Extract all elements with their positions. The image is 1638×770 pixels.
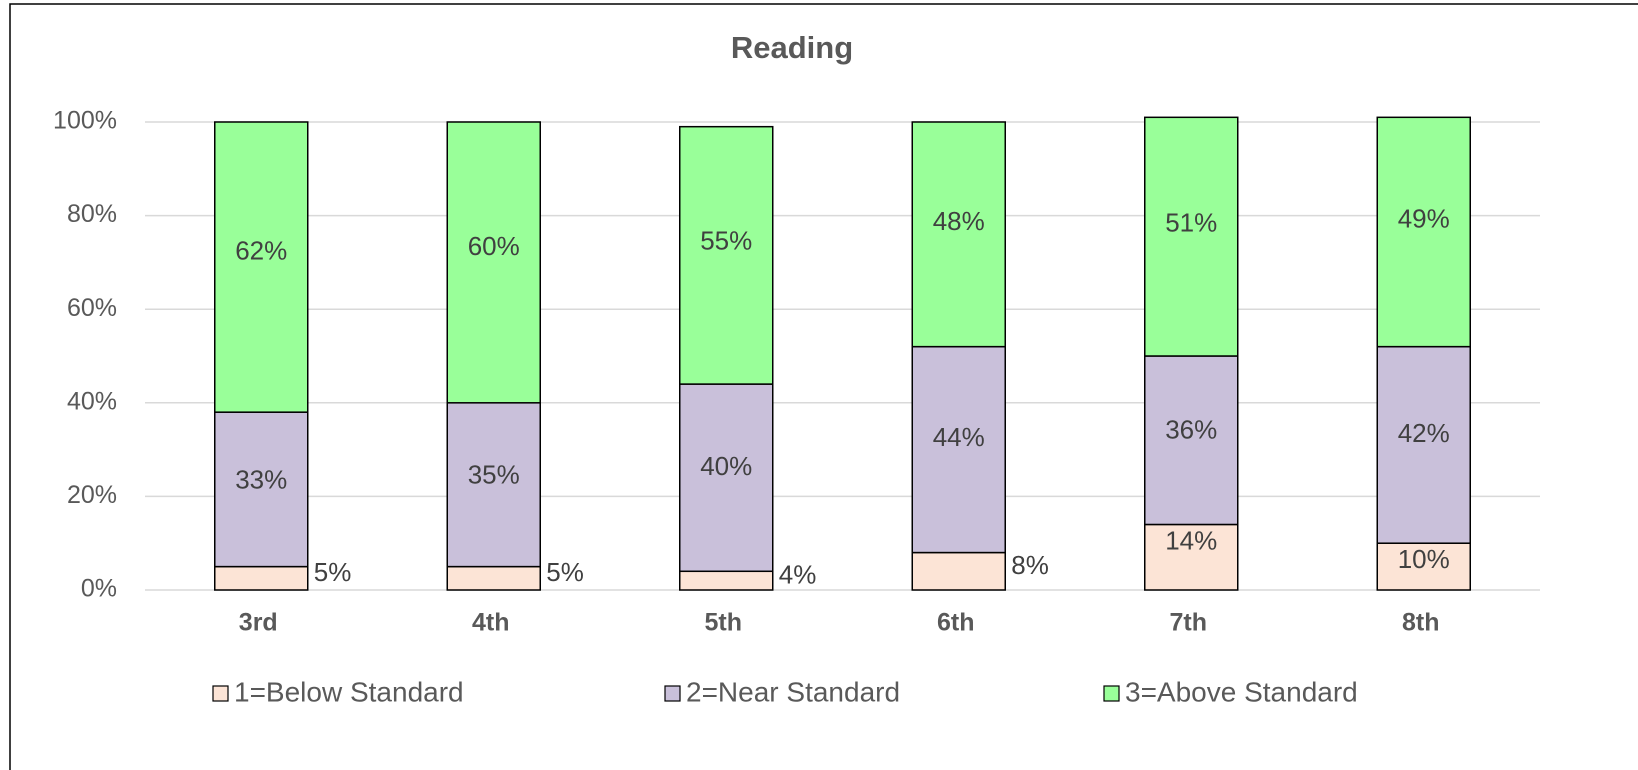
y-tick-label: 20% xyxy=(67,481,117,509)
y-tick-label: 80% xyxy=(67,200,117,228)
data-label: 36% xyxy=(1165,415,1217,445)
data-label: 49% xyxy=(1398,203,1450,233)
legend-swatch xyxy=(212,685,229,702)
data-label: 55% xyxy=(700,225,752,255)
x-tick-label: 7th xyxy=(1170,609,1208,637)
data-label: 40% xyxy=(700,451,752,481)
legend-swatch xyxy=(664,685,681,702)
bar-segment xyxy=(1376,345,1471,544)
bar-segment xyxy=(911,121,1006,348)
data-label: 48% xyxy=(933,206,985,236)
legend-label: 2=Near Standard xyxy=(686,676,900,707)
bar-segment xyxy=(446,565,541,591)
y-tick-label: 100% xyxy=(53,107,117,135)
y-tick-label: 0% xyxy=(81,575,117,603)
data-label: 33% xyxy=(235,465,287,495)
bar-segment xyxy=(1144,355,1239,526)
data-label: 10% xyxy=(1398,544,1450,574)
bar-segment xyxy=(446,402,541,568)
data-label: 60% xyxy=(468,231,520,261)
bar-segment xyxy=(214,565,309,591)
y-tick-label: 60% xyxy=(67,294,117,322)
bar-segment xyxy=(1376,542,1471,591)
data-label: 35% xyxy=(468,459,520,489)
data-label: 14% xyxy=(1165,525,1217,555)
bar-segment xyxy=(679,383,774,573)
y-tick-label: 40% xyxy=(67,387,117,415)
legend-label: 3=Above Standard xyxy=(1125,676,1358,707)
bar-segment xyxy=(1376,116,1471,348)
data-label: 8% xyxy=(1011,550,1049,580)
data-label: 62% xyxy=(235,235,287,265)
x-tick-label: 4th xyxy=(472,609,510,637)
bar-segment xyxy=(446,121,541,404)
chart-title: Reading xyxy=(731,30,853,65)
bar-segment xyxy=(214,121,309,413)
x-tick-label: 3rd xyxy=(239,609,278,637)
legend-label: 1=Below Standard xyxy=(234,676,464,707)
bar-segment xyxy=(1144,523,1239,591)
data-label: 5% xyxy=(546,557,584,587)
bar-segment xyxy=(679,570,774,591)
bar-segment xyxy=(679,125,774,385)
x-tick-label: 8th xyxy=(1402,609,1440,637)
bar-segment xyxy=(1144,116,1239,357)
x-tick-label: 5th xyxy=(705,609,743,637)
legend-swatch xyxy=(1103,685,1120,702)
data-label: 5% xyxy=(314,557,352,587)
data-label: 51% xyxy=(1165,208,1217,238)
bar-segment xyxy=(911,345,1006,554)
data-label: 4% xyxy=(779,560,817,590)
x-tick-label: 6th xyxy=(937,609,975,637)
bar-segment xyxy=(911,551,1006,591)
data-label: 44% xyxy=(933,422,985,452)
data-label: 42% xyxy=(1398,418,1450,448)
